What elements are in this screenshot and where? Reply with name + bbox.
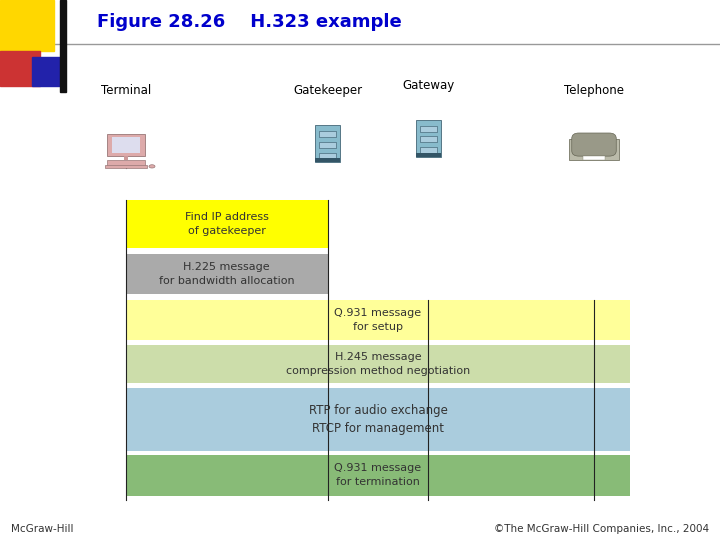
Bar bbox=[105, 165, 147, 168]
Bar bbox=[583, 156, 605, 160]
Bar bbox=[112, 137, 140, 153]
Bar bbox=[126, 388, 630, 451]
Text: H.245 message
compression method negotiation: H.245 message compression method negotia… bbox=[286, 352, 470, 376]
Text: RTP for audio exchange
RTCP for management: RTP for audio exchange RTCP for manageme… bbox=[309, 404, 447, 435]
Bar bbox=[319, 131, 336, 137]
Text: McGraw-Hill: McGraw-Hill bbox=[11, 523, 73, 534]
Bar bbox=[107, 160, 145, 166]
Text: ©The McGraw-Hill Companies, Inc., 2004: ©The McGraw-Hill Companies, Inc., 2004 bbox=[494, 523, 709, 534]
Text: Q.931 message
for setup: Q.931 message for setup bbox=[334, 308, 422, 332]
Bar bbox=[107, 133, 145, 156]
Text: H.225 message
for bandwidth allocation: H.225 message for bandwidth allocation bbox=[159, 262, 294, 286]
Bar bbox=[124, 156, 128, 160]
Ellipse shape bbox=[149, 165, 155, 168]
Text: Terminal: Terminal bbox=[101, 84, 151, 97]
Bar bbox=[420, 137, 437, 142]
Bar bbox=[315, 158, 340, 162]
Text: Gateway: Gateway bbox=[402, 79, 454, 92]
Bar bbox=[319, 153, 336, 158]
Bar bbox=[126, 254, 328, 294]
Text: Figure 28.26    H.323 example: Figure 28.26 H.323 example bbox=[97, 12, 402, 31]
Bar bbox=[126, 200, 328, 248]
Text: Find IP address
of gatekeeper: Find IP address of gatekeeper bbox=[185, 212, 269, 236]
Bar bbox=[420, 126, 437, 132]
Text: Telephone: Telephone bbox=[564, 84, 624, 97]
Bar bbox=[416, 153, 441, 157]
Bar bbox=[420, 147, 437, 153]
Bar bbox=[416, 120, 441, 157]
Bar bbox=[319, 142, 336, 147]
Bar bbox=[570, 139, 618, 160]
Text: Gatekeeper: Gatekeeper bbox=[293, 84, 362, 97]
Bar bbox=[126, 455, 630, 496]
FancyBboxPatch shape bbox=[572, 133, 616, 156]
Bar bbox=[126, 300, 630, 340]
Bar bbox=[126, 345, 630, 383]
Text: Q.931 message
for termination: Q.931 message for termination bbox=[334, 463, 422, 488]
Bar bbox=[315, 125, 340, 162]
